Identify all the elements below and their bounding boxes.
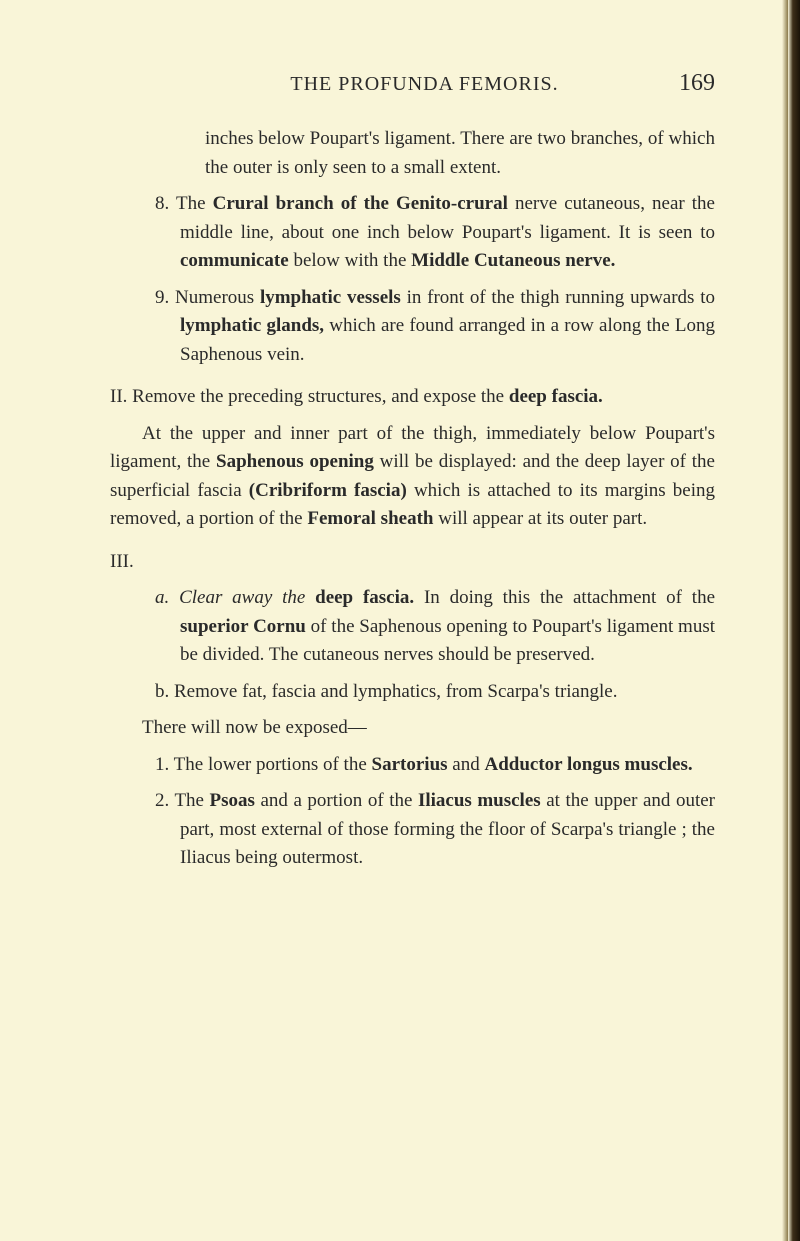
bold-text: Saphenous opening bbox=[216, 451, 374, 472]
section-2-paragraph: At the upper and inner part of the thigh… bbox=[110, 420, 715, 534]
bold-text: (Cribriform fascia) bbox=[249, 480, 407, 501]
text: In doing this the attachment of the bbox=[414, 587, 715, 608]
text: a. Clear away the bbox=[155, 587, 315, 608]
text: will appear at its outer part. bbox=[433, 508, 647, 529]
there-will-paragraph: There will now be exposed— bbox=[110, 714, 715, 743]
bold-text: Middle Cutaneous nerve. bbox=[411, 250, 615, 271]
bold-text: Sartorius bbox=[372, 754, 448, 775]
bold-text: deep fascia. bbox=[509, 386, 603, 407]
bold-text: Iliacus muscles bbox=[418, 790, 541, 811]
bold-text: Crural branch of the Genito-crural bbox=[213, 193, 508, 214]
continuation-paragraph: inches below Poupart's ligament. There a… bbox=[205, 125, 715, 182]
bold-text: Femoral sheath bbox=[307, 508, 433, 529]
header-row: THE PROFUNDA FEMORIS. 169 bbox=[110, 70, 715, 97]
text: b. Remove fat, fascia and lymphatics, fr… bbox=[155, 681, 617, 702]
text: 2. The bbox=[155, 790, 210, 811]
bold-text: deep fascia. bbox=[315, 587, 414, 608]
item-8: 8. The Crural branch of the Genito-crura… bbox=[110, 190, 715, 276]
body-text: inches below Poupart's ligament. There a… bbox=[110, 125, 715, 873]
bold-text: superior Cornu bbox=[180, 616, 306, 637]
item-1: 1. The lower portions of the Sartorius a… bbox=[110, 751, 715, 780]
text: 8. The bbox=[155, 193, 213, 214]
text: and bbox=[448, 754, 485, 775]
text: II. Remove the preceding structures, and… bbox=[110, 386, 509, 407]
page-number: 169 bbox=[679, 70, 715, 97]
item-b: b. Remove fat, fascia and lymphatics, fr… bbox=[180, 678, 715, 707]
bold-text: communicate bbox=[180, 250, 289, 271]
bold-text: lymphatic vessels bbox=[260, 287, 401, 308]
page-binding-edge bbox=[788, 0, 800, 1241]
text: 9. Numerous bbox=[155, 287, 260, 308]
page-container: THE PROFUNDA FEMORIS. 169 inches below P… bbox=[110, 70, 715, 1181]
item-9: 9. Numerous lymphatic vessels in front o… bbox=[110, 284, 715, 370]
bold-text: Adductor longus muscles. bbox=[484, 754, 692, 775]
section-3-heading: III. bbox=[110, 548, 715, 577]
bold-text: Psoas bbox=[210, 790, 255, 811]
item-a: a. Clear away the deep fascia. In doing … bbox=[180, 584, 715, 670]
text: below with the bbox=[289, 250, 411, 271]
text: in front of the thigh running upwards to bbox=[401, 287, 715, 308]
page-title: THE PROFUNDA FEMORIS. bbox=[110, 73, 679, 96]
item-2: 2. The Psoas and a portion of the Iliacu… bbox=[110, 787, 715, 873]
bold-text: lymphatic glands, bbox=[180, 315, 324, 336]
section-2-heading: II. Remove the preceding structures, and… bbox=[110, 383, 715, 412]
text: 1. The lower portions of the bbox=[155, 754, 372, 775]
text: and a portion of the bbox=[255, 790, 418, 811]
